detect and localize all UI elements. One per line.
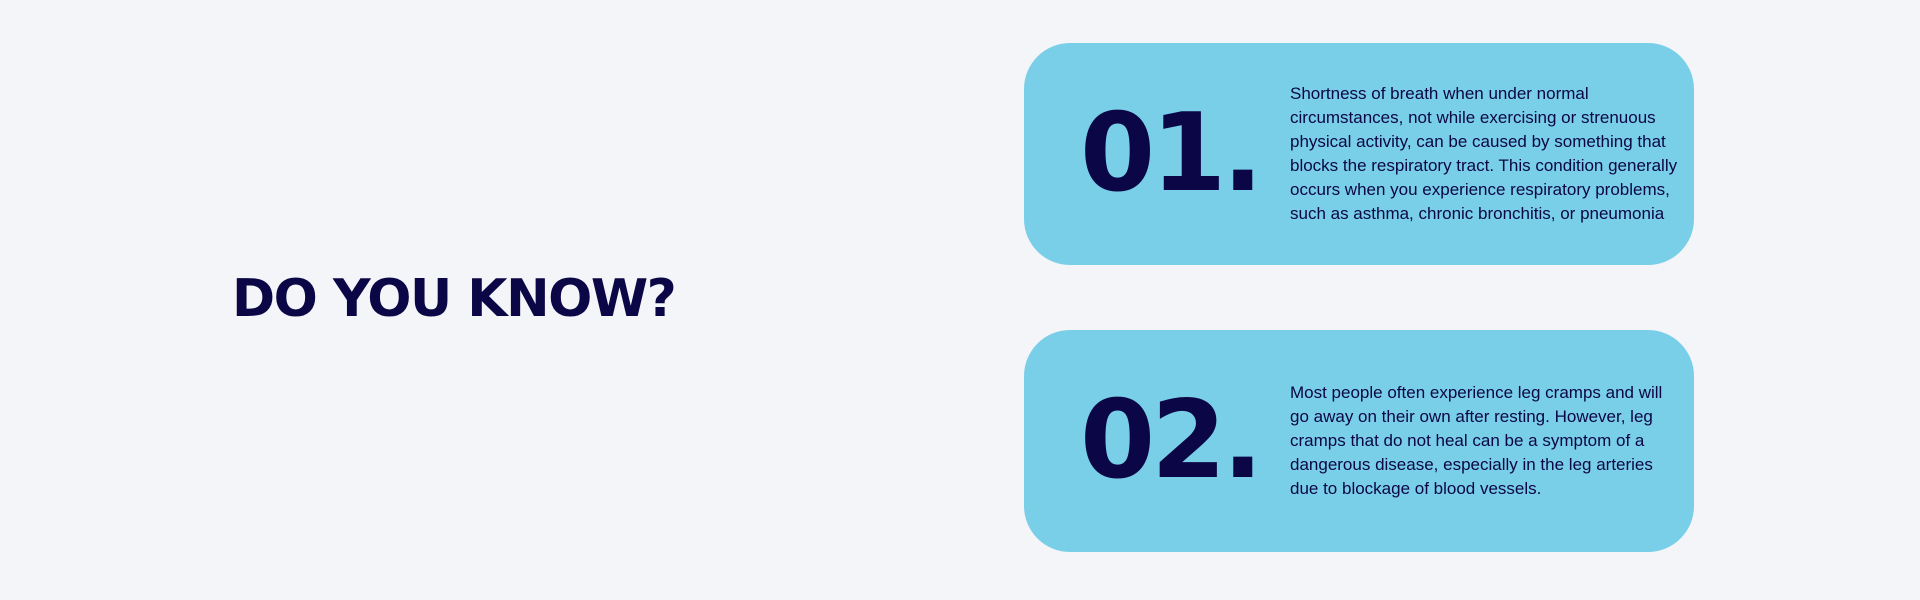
- fact-card-1: 01. Shortness of breath when under norma…: [1024, 43, 1694, 265]
- fact-card-2: 02. Most people often experience leg cra…: [1024, 330, 1694, 552]
- fact-number: 01.: [1080, 91, 1263, 216]
- fact-number: 02.: [1080, 378, 1263, 503]
- page-title: DO YOU KNOW?: [232, 269, 677, 329]
- fact-text: Shortness of breath when under normal ci…: [1290, 84, 1678, 223]
- fact-text: Most people often experience leg cramps …: [1290, 383, 1663, 498]
